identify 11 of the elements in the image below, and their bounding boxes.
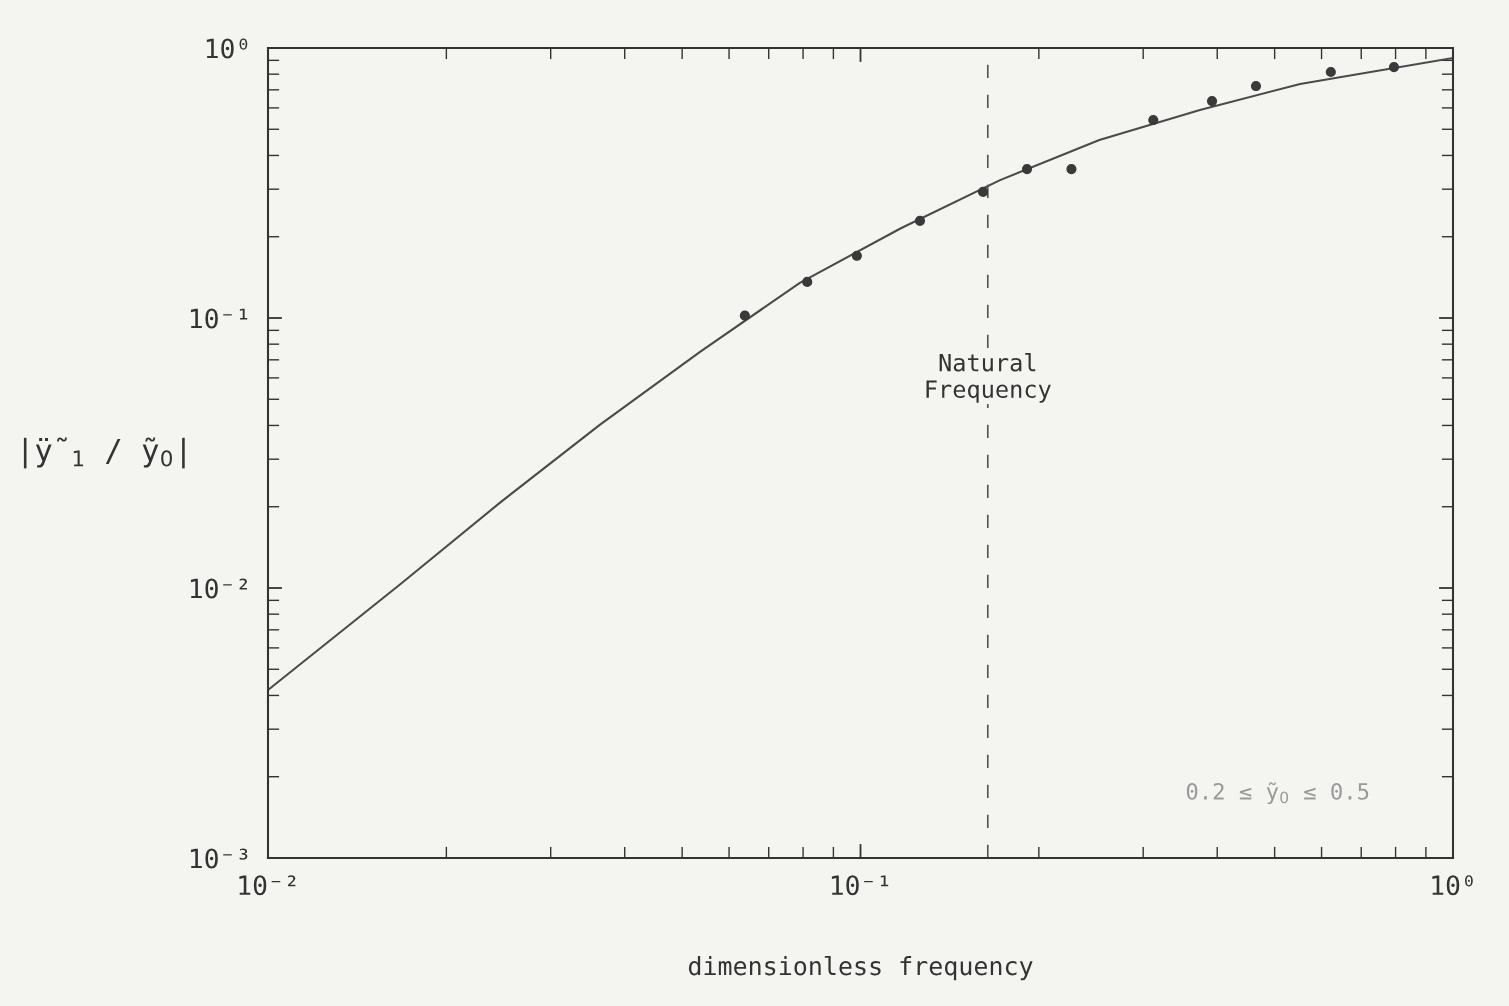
y-tick-label: 10⁰ — [206, 38, 248, 59]
y-tick-label: 10⁻³ — [190, 848, 248, 869]
y-axis-title: |ÿ̃$_{1}$ / ỹ$_{0}$| — [23, 437, 185, 469]
annotation: 0.2 ≤ ỹ$_{0}$ ≤ 0.5 — [1186, 782, 1369, 805]
x-tick-label: 10⁻¹ — [831, 875, 889, 896]
y-tick-label: 10⁻² — [190, 578, 247, 599]
y-tick-label: 10⁻¹ — [190, 308, 248, 329]
ref-line-label: Natural Frequency — [926, 353, 1051, 403]
x-tick-label: 10⁻² — [239, 875, 296, 896]
x-tick-label: 10⁰ — [1432, 875, 1473, 896]
x-axis-title: dimensionless frequency — [688, 955, 1033, 981]
